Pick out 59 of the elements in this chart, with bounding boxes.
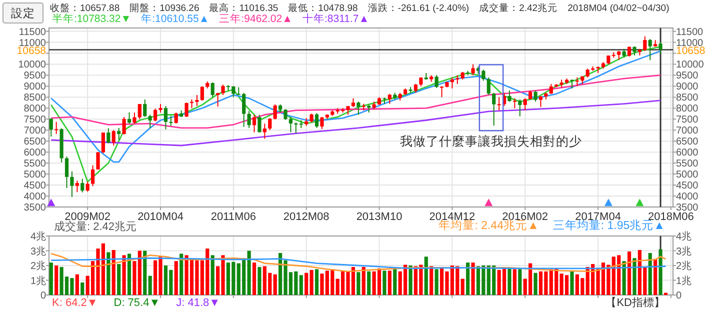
y-tick-label: 7000 bbox=[24, 126, 46, 137]
y2-tick-label: 8500 bbox=[676, 92, 699, 104]
y2-tick-label: 5500 bbox=[676, 158, 699, 170]
y-tick-label: 5000 bbox=[24, 170, 46, 181]
text: K: 64.2▼ bbox=[52, 297, 98, 309]
chart-title: 收盤：10657.88 開盤：10936.26 最高：11016.35 最低：10478.98 漲跌：-261.61 (-2.40%) 成交量：2.42兆元 2018M04 (04/02~04/30) bbox=[50, 2, 670, 14]
y-tick-label: 9000 bbox=[24, 82, 46, 93]
y-tick-label: 6000 bbox=[24, 148, 46, 159]
y-tick-label: 2兆 bbox=[30, 260, 46, 272]
y-tick-label: 8000 bbox=[24, 104, 46, 115]
text: 年:10610.55▲ bbox=[141, 13, 210, 25]
y2-tick-label: 3500 bbox=[676, 202, 699, 214]
y-tick-label: 7500 bbox=[24, 114, 46, 126]
x-tick-label: 2013M10 bbox=[356, 211, 402, 223]
y-tick-label: 4000 bbox=[24, 192, 46, 203]
ref-line-label: 10658 bbox=[16, 44, 46, 57]
y2-tick-label: 9500 bbox=[676, 70, 699, 82]
y2-tick-label: 6000 bbox=[676, 148, 699, 159]
y2-tick-label: 6500 bbox=[676, 136, 699, 148]
chart-title: 成交量: 2.42兆元 bbox=[54, 220, 137, 233]
text: 10658 bbox=[676, 44, 706, 57]
text: 設定 bbox=[11, 6, 35, 20]
y2-tick-label: 4500 bbox=[676, 180, 699, 192]
y-tick-label: 5500 bbox=[24, 158, 46, 170]
y2-tick-label: 8000 bbox=[676, 104, 699, 115]
y-tick-label: 3500 bbox=[24, 202, 46, 214]
y2-tick-label: 4兆 bbox=[676, 230, 692, 242]
y-tick-label: 10000 bbox=[18, 60, 46, 71]
text: J: 41.8▼ bbox=[176, 297, 220, 309]
annotation: 我做了什麼事讓我損失相對的少 bbox=[400, 134, 582, 149]
y-tick-label: 8500 bbox=[24, 92, 46, 104]
y2-tick-label: 4000 bbox=[676, 192, 699, 203]
y2-tick-label: 9000 bbox=[676, 82, 699, 93]
y2-tick-label: 11500 bbox=[676, 26, 704, 38]
y2-tick-label: 5000 bbox=[676, 170, 699, 181]
y-tick-label: 6500 bbox=[24, 136, 46, 148]
y2-tick-label: 7000 bbox=[676, 126, 699, 137]
y-tick-label: 11500 bbox=[18, 26, 46, 38]
y-tick-label: 9500 bbox=[24, 70, 46, 82]
y-tick-label: 0 bbox=[40, 290, 46, 302]
y-tick-label: 1兆 bbox=[30, 274, 46, 287]
y2-tick-label: 2兆 bbox=[676, 260, 692, 272]
y-tick-label: 3兆 bbox=[30, 245, 46, 258]
text: 半年:10783.32▼ bbox=[52, 12, 132, 25]
y-tick-label: 4兆 bbox=[30, 230, 46, 242]
x-tick-label: 2011M06 bbox=[210, 211, 256, 223]
text: 十年:8311.7▲ bbox=[302, 12, 370, 25]
text: 年均量: 2.44兆元▲ bbox=[438, 219, 539, 232]
y2-tick-label: 1兆 bbox=[676, 274, 692, 287]
y2-tick-label: 0 bbox=[676, 290, 682, 302]
y2-tick-label: 7500 bbox=[676, 114, 699, 126]
text: 三年:9462.02▲ bbox=[219, 13, 292, 25]
x-tick-label: 2010M04 bbox=[138, 211, 184, 223]
y-tick-label: 4500 bbox=[24, 180, 46, 192]
x-tick-label: 2012M08 bbox=[283, 211, 330, 223]
text: D: 75.4▼ bbox=[114, 297, 160, 309]
text: 【KD指標】 bbox=[606, 296, 665, 309]
y2-tick-label: 10000 bbox=[676, 60, 704, 71]
y2-tick-label: 3兆 bbox=[676, 245, 692, 258]
